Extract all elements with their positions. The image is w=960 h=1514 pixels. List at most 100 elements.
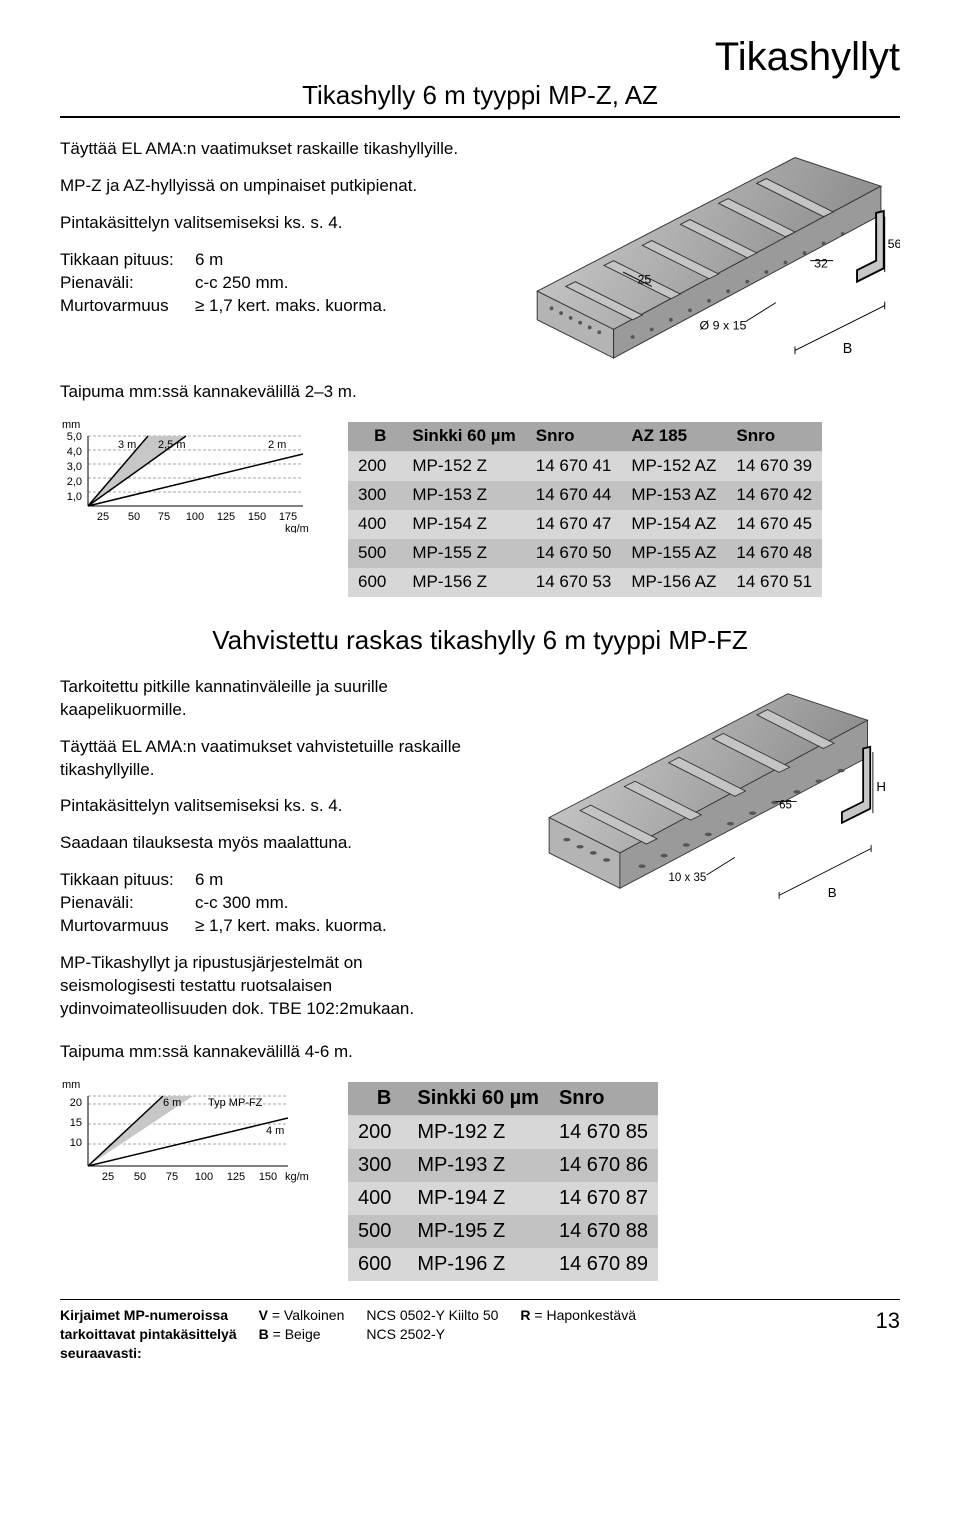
s2-p2: Täyttää EL AMA:n vaatimukset vahvistetui… (60, 736, 475, 782)
svg-text:100: 100 (195, 1171, 213, 1183)
s2-k3: Murtovarmuus (60, 915, 195, 938)
table-cell: MP-153 Z (402, 481, 525, 510)
table-cell: MP-152 AZ (621, 451, 726, 480)
svg-text:6 m: 6 m (163, 1097, 181, 1109)
s2-p1: Tarkoitettu pitkille kannatinväleille ja… (60, 676, 475, 722)
table-row: 300MP-193 Z14 670 86 (348, 1149, 658, 1182)
table-cell: MP-192 Z (407, 1115, 549, 1149)
ladder-drawing-1: 25 32 56 Ø 9 x 15 B (499, 138, 900, 368)
section1: Täyttää EL AMA:n vaatimukset raskaille t… (60, 138, 900, 375)
dim-32: 32 (814, 256, 828, 270)
s1-k2: Pienaväli: (60, 272, 195, 295)
s1-deflection-caption: Taipuma mm:ssä kannakevälillä 2–3 m. (60, 381, 900, 404)
s1-v1: 6 m (195, 249, 223, 272)
dim-H: H (876, 779, 886, 794)
table-cell: 14 670 50 (526, 539, 622, 568)
table-cell: MP-156 AZ (621, 568, 726, 597)
table-cell: 300 (348, 481, 402, 510)
table1-header: Snro (526, 422, 622, 451)
table2-header: Snro (549, 1082, 658, 1116)
section2: Tarkoitettu pitkille kannatinväleille ja… (60, 676, 900, 1035)
table-cell: 14 670 85 (549, 1115, 658, 1149)
table-cell: 400 (348, 1182, 407, 1215)
table-row: 200MP-192 Z14 670 85 (348, 1115, 658, 1149)
table-cell: 14 670 42 (726, 481, 822, 510)
table-cell: 600 (348, 568, 402, 597)
svg-text:2,5 m: 2,5 m (158, 439, 186, 451)
table-cell: MP-155 AZ (621, 539, 726, 568)
table-cell: 14 670 53 (526, 568, 622, 597)
table-cell: MP-156 Z (402, 568, 525, 597)
table1-header: Sinkki 60 µm (402, 422, 525, 451)
f-c2b-v: = Beige (269, 1326, 321, 1342)
s2-v1: 6 m (195, 869, 223, 892)
table-cell: MP-154 AZ (621, 510, 726, 539)
s2-v2: c-c 300 mm. (195, 892, 289, 915)
f-c1b: tarkoittavat pintakäsittelyä (60, 1326, 237, 1342)
svg-text:2,0: 2,0 (67, 476, 82, 488)
s2-p3: Pintakäsittelyn valitsemiseksi ks. s. 4. (60, 795, 475, 818)
svg-text:150: 150 (259, 1171, 277, 1183)
table-cell: MP-155 Z (402, 539, 525, 568)
table-cell: MP-152 Z (402, 451, 525, 480)
table2-header: Sinkki 60 µm (407, 1082, 549, 1116)
table-cell: 14 670 51 (726, 568, 822, 597)
table-row: 400MP-194 Z14 670 87 (348, 1182, 658, 1215)
table1-header: B (348, 422, 402, 451)
deflection-chart-2: mm 201510 6 m Typ MP-FZ 4 m 255075 (60, 1078, 320, 1193)
svg-text:10: 10 (70, 1137, 82, 1149)
f-c3b: NCS 2502-Y (366, 1325, 498, 1344)
table-cell: 14 670 41 (526, 451, 622, 480)
svg-text:3 m: 3 m (118, 439, 136, 451)
dim-slot: Ø 9 x 15 (700, 318, 747, 332)
dim-B: B (843, 341, 853, 357)
table-cell: MP-196 Z (407, 1248, 549, 1281)
table-row: 400MP-154 Z14 670 47MP-154 AZ14 670 45 (348, 510, 822, 539)
table-cell: 14 670 86 (549, 1149, 658, 1182)
s2-v3: ≥ 1,7 kert. maks. kuorma. (195, 915, 387, 938)
s2-specs: Tikkaan pituus:6 m Pienaväli:c-c 300 mm.… (60, 869, 475, 938)
s1-p1: Täyttää EL AMA:n vaatimukset raskaille t… (60, 138, 475, 161)
table-cell: MP-193 Z (407, 1149, 549, 1182)
svg-text:4 m: 4 m (266, 1125, 284, 1137)
f-c2a-v: = Valkoinen (268, 1307, 344, 1323)
svg-text:125: 125 (227, 1171, 245, 1183)
f-c1c: seuraavasti: (60, 1345, 142, 1361)
s1-v3: ≥ 1,7 kert. maks. kuorma. (195, 295, 387, 318)
table-cell: 14 670 88 (549, 1215, 658, 1248)
dim-slot2: 10 x 35 (669, 872, 707, 884)
svg-text:Typ MP-FZ: Typ MP-FZ (208, 1097, 263, 1109)
f-c2a-k: V (259, 1307, 268, 1323)
s2-k2: Pienaväli: (60, 892, 195, 915)
svg-text:1,0: 1,0 (67, 491, 82, 503)
table-row: 300MP-153 Z14 670 44MP-153 AZ14 670 42 (348, 481, 822, 510)
page-footer: Kirjaimet MP-numeroissa tarkoittavat pin… (60, 1299, 900, 1363)
svg-text:mm: mm (62, 1079, 80, 1091)
f-c4-k: R (520, 1307, 530, 1323)
svg-text:kg/m: kg/m (285, 1171, 309, 1183)
table1-header: Snro (726, 422, 822, 451)
table-row: 600MP-196 Z14 670 89 (348, 1248, 658, 1281)
svg-text:mm: mm (62, 419, 80, 431)
table-cell: 600 (348, 1248, 407, 1281)
svg-text:20: 20 (70, 1097, 82, 1109)
table-cell: MP-194 Z (407, 1182, 549, 1215)
table-cell: 14 670 89 (549, 1248, 658, 1281)
page-header: Tikashyllyt Tikashylly 6 m tyyppi MP-Z, … (60, 30, 900, 118)
table2-header: B (348, 1082, 407, 1116)
svg-text:kg/m: kg/m (285, 523, 309, 533)
s2-deflection-caption: Taipuma mm:ssä kannakevälillä 4-6 m. (60, 1041, 900, 1064)
svg-text:50: 50 (128, 511, 140, 523)
s2-k1: Tikkaan pituus: (60, 869, 195, 892)
page-number: 13 (876, 1306, 900, 1363)
product-table-2: BSinkki 60 µmSnro 200MP-192 Z14 670 8530… (348, 1082, 658, 1281)
svg-text:25: 25 (97, 511, 109, 523)
svg-text:50: 50 (134, 1171, 146, 1183)
ladder-drawing-2: 65 H 10 x 35 B (499, 676, 900, 906)
s1-k1: Tikkaan pituus: (60, 249, 195, 272)
table-row: 500MP-195 Z14 670 88 (348, 1215, 658, 1248)
table-cell: 14 670 87 (549, 1182, 658, 1215)
s1-p3: Pintakäsittelyn valitsemiseksi ks. s. 4. (60, 212, 475, 235)
table-row: 500MP-155 Z14 670 50MP-155 AZ14 670 48 (348, 539, 822, 568)
dim-B2: B (828, 885, 837, 900)
